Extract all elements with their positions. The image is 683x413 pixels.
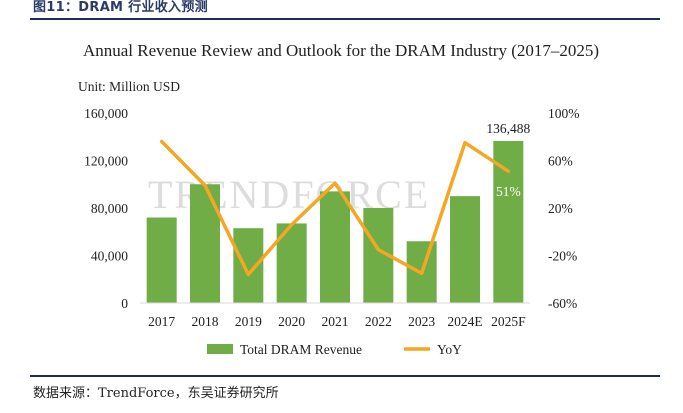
x-tick-2023: 2023 [408, 314, 435, 329]
y-left-tick: 40,000 [91, 249, 128, 264]
x-tick-2020: 2020 [278, 314, 305, 329]
bar-2018 [190, 184, 220, 303]
y-left-tick: 0 [121, 296, 128, 311]
x-tick-2021: 2021 [322, 314, 349, 329]
y-right-tick: 60% [548, 154, 573, 169]
legend-label-yoy: YoY [437, 342, 462, 357]
y-right-tick: 100% [548, 106, 580, 121]
x-tick-2025F: 2025F [491, 314, 526, 329]
legend-label-revenue: Total DRAM Revenue [240, 342, 362, 357]
x-tick-2024E: 2024E [447, 314, 482, 329]
data-label-2025F-revenue: 136,488 [486, 121, 530, 136]
x-tick-2022: 2022 [365, 314, 392, 329]
y-left-tick: 80,000 [91, 201, 128, 216]
x-tick-2017: 2017 [148, 314, 175, 329]
bar-2024E [450, 196, 480, 303]
y-right-tick: 20% [548, 201, 573, 216]
bar-2025F [493, 140, 524, 303]
bar-2021 [320, 191, 350, 303]
bar-2019 [233, 228, 264, 303]
x-tick-2019: 2019 [235, 314, 262, 329]
bar-2017 [146, 217, 177, 303]
source-note: 数据来源：TrendForce，东吴证券研究所 [33, 386, 279, 401]
y-left-tick: 160,000 [84, 106, 128, 121]
unit-label: Unit: Million USD [78, 79, 180, 94]
y-right-tick: -60% [548, 296, 577, 311]
source-rule [30, 375, 660, 377]
y-right-tick: -20% [548, 249, 577, 264]
caption-rule [30, 18, 660, 20]
data-label-2025F-yoy: 51% [496, 184, 521, 199]
x-tick-2018: 2018 [192, 314, 219, 329]
chart-title: Annual Revenue Review and Outlook for th… [83, 41, 599, 60]
y-left-tick: 120,000 [84, 154, 128, 169]
figure-caption: 图11：DRAM 行业收入预测 [33, 0, 208, 15]
legend-swatch-revenue [207, 344, 233, 354]
